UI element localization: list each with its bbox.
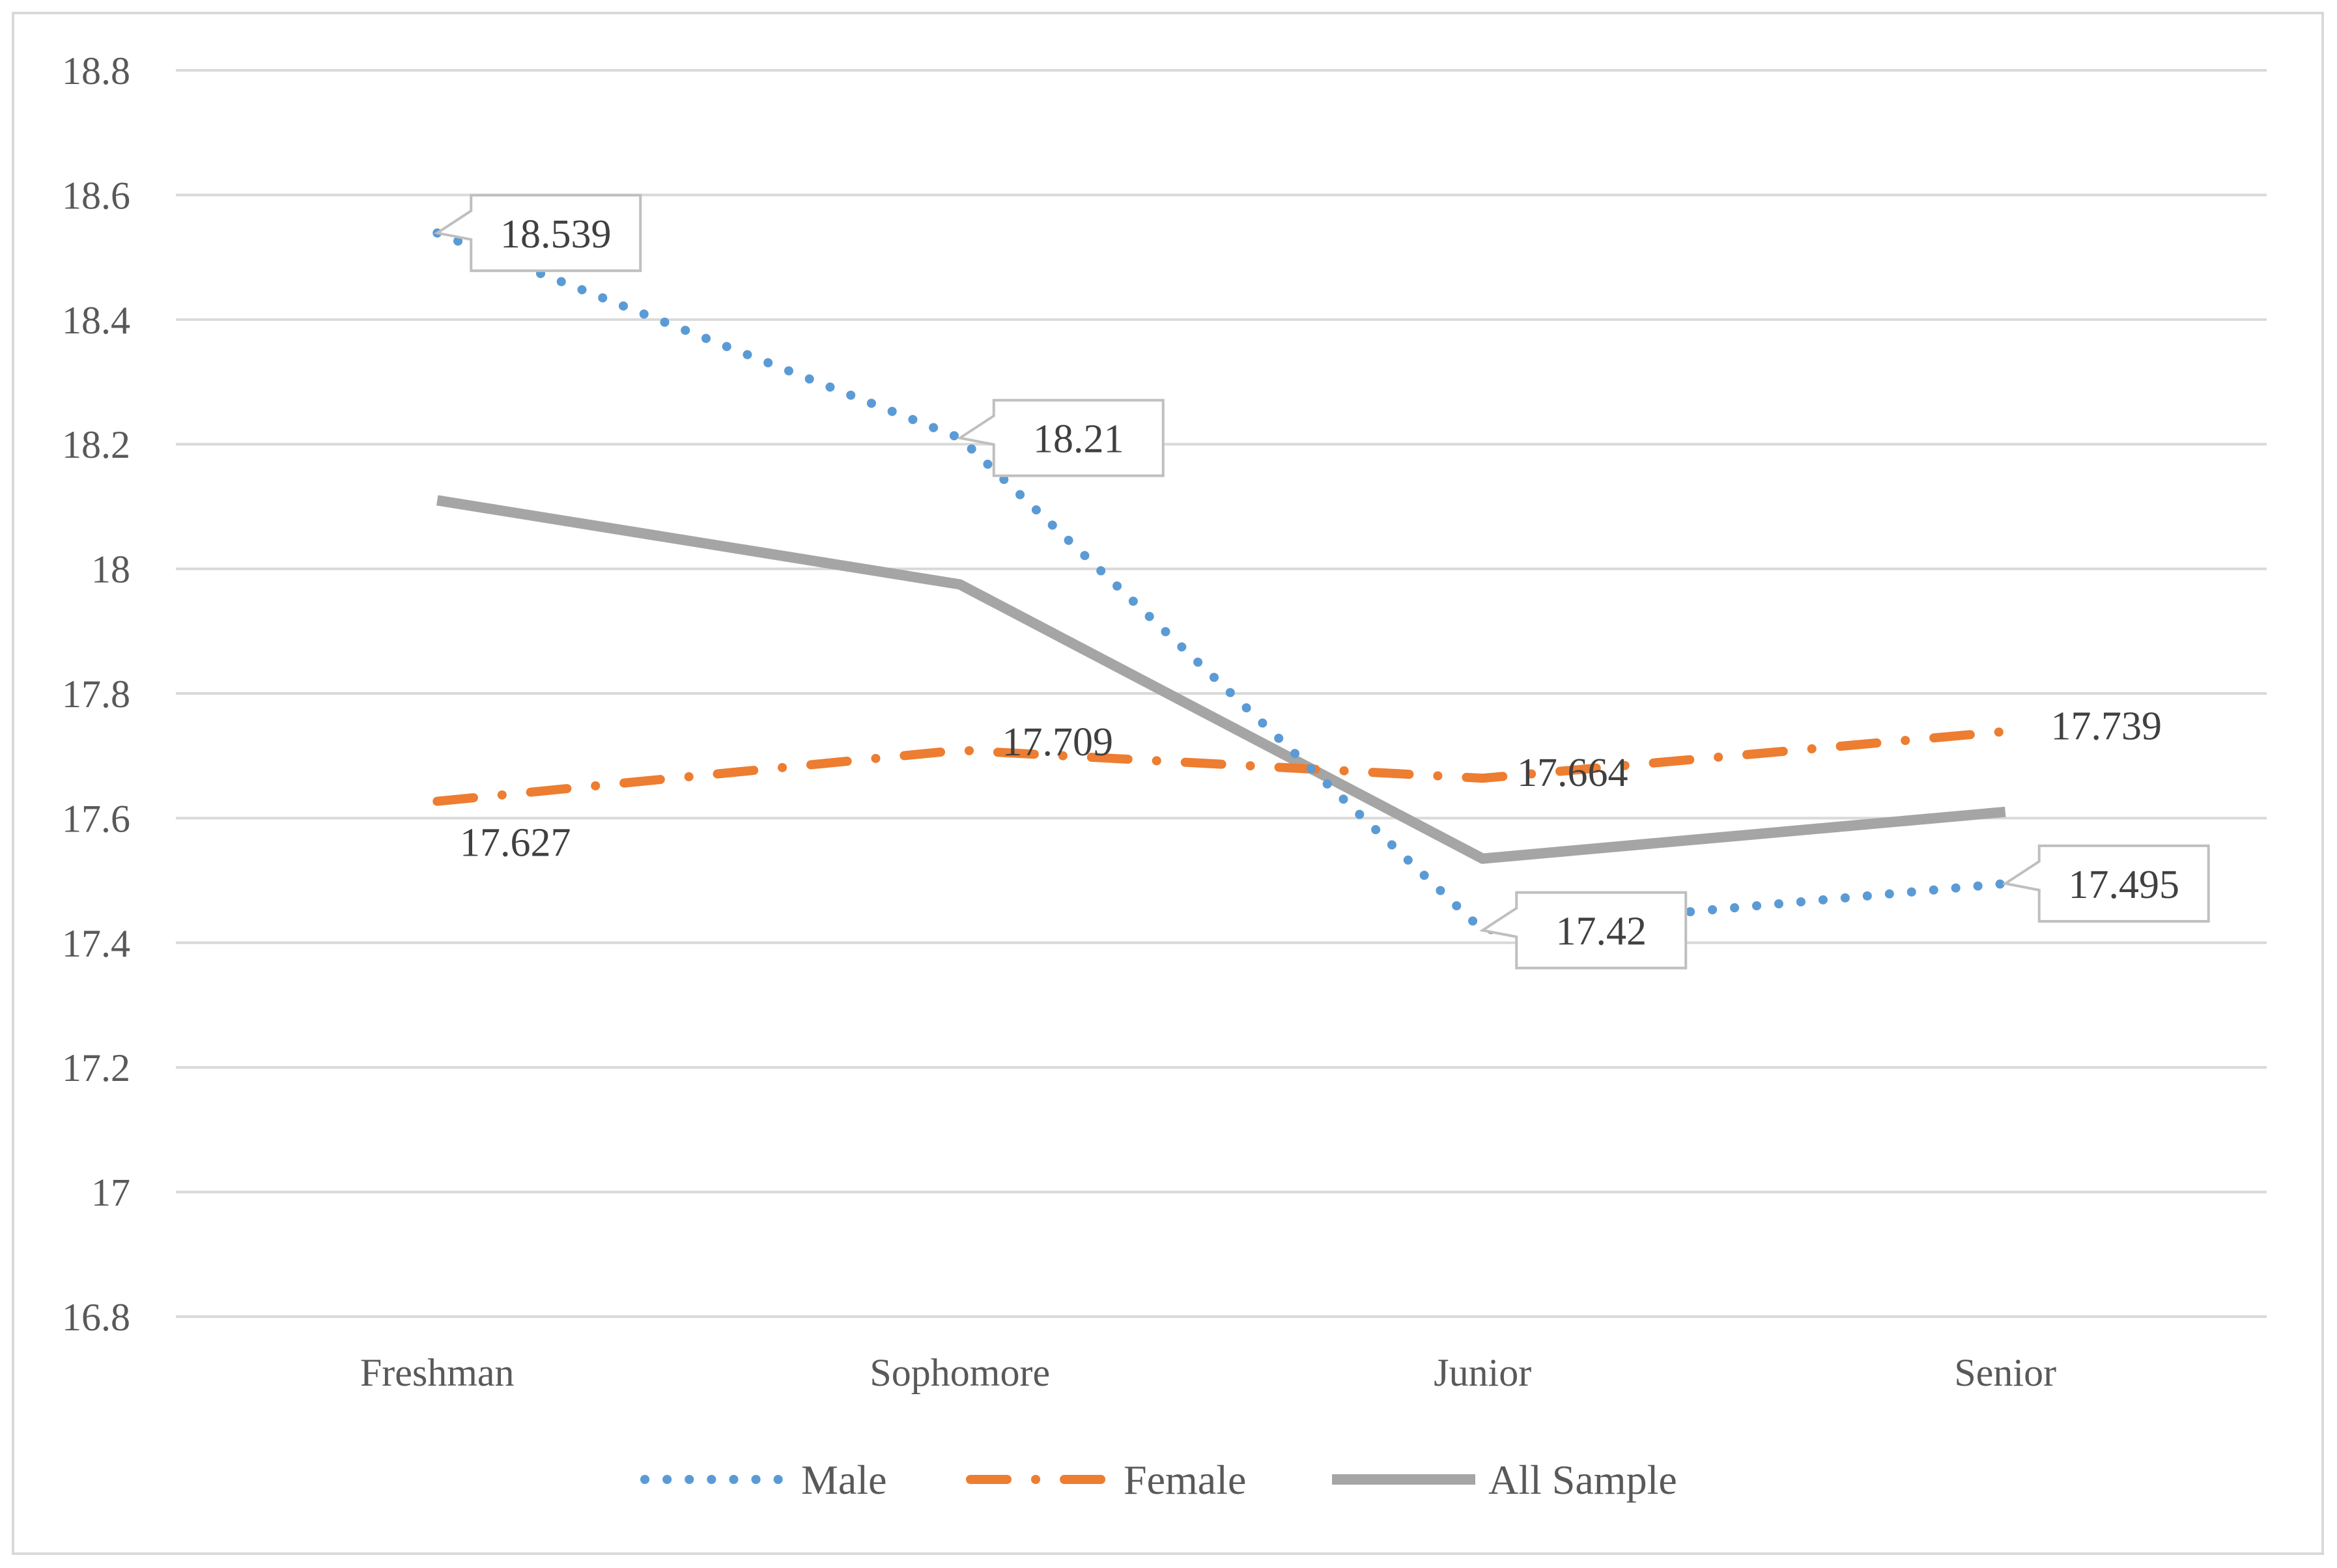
data-label: 17.739	[2051, 704, 2162, 748]
chart-frame	[12, 12, 2324, 1555]
legend-label: All Sample	[1488, 1457, 1677, 1503]
data-label-callout	[434, 193, 642, 272]
data-label: 17.495	[2069, 863, 2180, 907]
data-label: 17.709	[1002, 720, 1114, 764]
data-label-callout	[1479, 891, 1688, 970]
data-labels: 18.539 18.21 17.42 17.495 17.627 17.709 17.664…	[434, 193, 2210, 970]
data-label: 18.21	[1033, 417, 1124, 462]
y-axis-ticks: 16.8 17 17.2 17.4 17.6 17.8 18 18.2 18.4 18.6 18.8	[62, 49, 130, 1339]
y-tick-label: 17.2	[62, 1046, 130, 1089]
y-tick-label: 18.8	[62, 49, 130, 92]
data-label-callout	[956, 399, 1165, 477]
y-tick-label: 17.8	[62, 673, 130, 716]
data-label: 17.627	[460, 821, 571, 865]
series-line-female	[432, 727, 2010, 806]
x-tick-label: Sophomore	[870, 1351, 1050, 1394]
x-tick-label: Junior	[1434, 1351, 1531, 1394]
legend-label: Female	[1124, 1457, 1246, 1503]
x-tick-label: Senior	[1954, 1351, 2056, 1394]
series-line-male	[432, 228, 2010, 935]
y-tick-label: 18.6	[62, 174, 130, 217]
series-line-all-sample	[436, 495, 2006, 864]
data-label-callout	[2002, 844, 2210, 923]
series-lines	[432, 228, 2010, 935]
y-tick-label: 18.4	[62, 299, 130, 342]
x-axis-ticks: Freshman Sophomore Junior Senior	[360, 1351, 2056, 1394]
legend-label: Male	[801, 1457, 887, 1503]
y-tick-label: 17.6	[62, 797, 130, 840]
legend: Male Female All Sample	[640, 1457, 1677, 1503]
y-tick-label: 18.2	[62, 423, 130, 466]
y-tick-label: 16.8	[62, 1296, 130, 1339]
data-label: 17.664	[1517, 751, 1628, 795]
data-label: 18.539	[500, 212, 612, 257]
y-tick-label: 17.4	[62, 922, 130, 965]
y-tick-label: 17	[91, 1171, 130, 1214]
x-tick-label: Freshman	[360, 1351, 515, 1394]
y-tick-label: 18	[91, 548, 130, 591]
data-label: 17.42	[1556, 910, 1647, 954]
